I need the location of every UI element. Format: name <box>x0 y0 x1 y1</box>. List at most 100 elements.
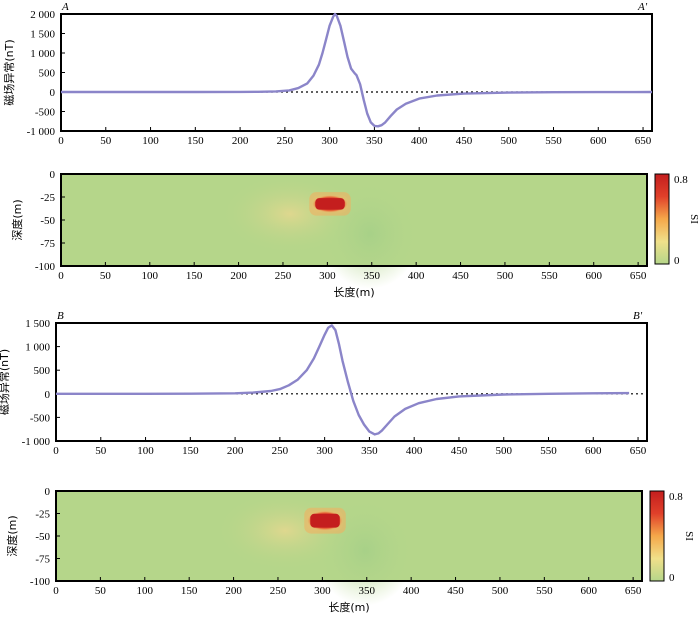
x-tick-label: 400 <box>403 585 420 597</box>
y-tick-label: -500 <box>35 107 56 119</box>
x-tick-label: 50 <box>95 445 107 457</box>
y-tick-label: -100 <box>30 576 51 588</box>
x-tick-label: 300 <box>319 270 336 282</box>
x-tick-label: 250 <box>277 135 294 147</box>
y-axis-label: 磁场异常(nT) <box>2 39 16 105</box>
x-tick-label: 400 <box>411 135 428 147</box>
x-tick-label: 500 <box>495 445 512 457</box>
x-tick-label: 600 <box>590 135 607 147</box>
x-tick-label: 400 <box>406 445 423 457</box>
colorbar-min-label: 0 <box>669 572 675 584</box>
plot-frame <box>55 322 648 442</box>
x-tick-label: 150 <box>187 135 204 147</box>
y-tick-label: 0 <box>45 486 51 498</box>
x-tick-label: 200 <box>225 585 242 597</box>
y-axis-label: 磁场异常(nT) <box>0 349 11 415</box>
y-tick-label: -75 <box>35 554 50 566</box>
y-tick-label: -75 <box>40 238 55 250</box>
x-tick-label: 550 <box>540 445 557 457</box>
x-tick-label: 400 <box>408 270 425 282</box>
x-tick-label: 0 <box>53 585 59 597</box>
colorbar-min-label: 0 <box>674 255 680 267</box>
x-tick-label: 300 <box>316 445 333 457</box>
x-tick-label: 450 <box>447 585 464 597</box>
x-tick-label: 500 <box>500 135 517 147</box>
x-tick-label: 100 <box>142 135 159 147</box>
x-tick-label: 350 <box>359 585 376 597</box>
x-tick-label: 50 <box>100 270 112 282</box>
y-axis-label: 深度(m) <box>5 515 19 556</box>
x-tick-label: 150 <box>181 585 198 597</box>
x-tick-label: 450 <box>452 270 469 282</box>
y-tick-label: 1 000 <box>30 48 55 60</box>
section-end-label: B' <box>633 310 643 322</box>
x-tick-label: 100 <box>137 445 154 457</box>
chart-3: 0 50 100 150 200 250 300 350 400 450 500 550 600 650 0… <box>5 486 695 614</box>
x-tick-label: 200 <box>227 445 244 457</box>
chart-0: 0 50 100 150 200 250 300 350 400 450 500 550 600 650 2… <box>2 1 653 147</box>
x-tick-label: 150 <box>182 445 199 457</box>
y-tick-label: -500 <box>30 412 51 424</box>
y-tick-label: 0 <box>50 87 56 99</box>
x-tick-label: 350 <box>364 270 381 282</box>
y-tick-label: -25 <box>40 192 55 204</box>
x-tick-label: 600 <box>585 270 602 282</box>
x-tick-label: 600 <box>585 445 602 457</box>
x-tick-label: 100 <box>137 585 154 597</box>
y-tick-label: -50 <box>35 531 50 543</box>
x-tick-label: 450 <box>456 135 473 147</box>
y-axis-label: 深度(m) <box>10 199 24 240</box>
chart-2: 0 50 100 150 200 250 300 350 400 450 500 550 600 650 1… <box>0 310 648 457</box>
x-tick-label: 250 <box>270 585 287 597</box>
y-tick-label: -50 <box>40 215 55 227</box>
anomaly-curve <box>56 324 630 436</box>
y-tick-label: 500 <box>39 68 56 80</box>
y-tick-label: 500 <box>34 365 51 377</box>
y-tick-label: 0 <box>45 389 51 401</box>
colorbar-max-label: 0.8 <box>669 491 683 503</box>
x-tick-label: 50 <box>95 585 107 597</box>
x-tick-label: 650 <box>625 585 642 597</box>
colorbar <box>649 490 665 582</box>
colorbar-max-label: 0.8 <box>674 174 688 186</box>
x-tick-label: 500 <box>497 270 514 282</box>
x-tick-label: 200 <box>230 270 247 282</box>
section-start-label: B <box>57 310 64 322</box>
y-tick-label: 1 000 <box>25 342 50 354</box>
x-tick-label: 450 <box>451 445 468 457</box>
x-tick-label: 550 <box>536 585 553 597</box>
x-tick-label: 0 <box>53 445 59 457</box>
plot-frame <box>60 13 653 132</box>
x-tick-label: 650 <box>635 135 652 147</box>
x-tick-label: 500 <box>492 585 509 597</box>
x-tick-label: 350 <box>366 135 383 147</box>
y-tick-label: -100 <box>35 261 56 273</box>
y-tick-label: 1 500 <box>30 29 55 41</box>
anomaly-curve <box>61 12 653 128</box>
x-tick-label: 350 <box>361 445 378 457</box>
y-tick-label: -1 000 <box>22 436 51 448</box>
x-tick-label: 100 <box>142 270 159 282</box>
x-axis-label: 长度(m) <box>333 285 374 299</box>
x-tick-label: 550 <box>545 135 562 147</box>
x-tick-label: 650 <box>630 445 647 457</box>
y-tick-label: -25 <box>35 509 50 521</box>
x-tick-label: 300 <box>314 585 331 597</box>
colorbar-title: SI <box>688 214 700 224</box>
y-tick-label: -1 000 <box>27 126 56 138</box>
anomaly-core <box>315 198 345 210</box>
x-axis-label: 长度(m) <box>328 600 369 614</box>
x-tick-label: 250 <box>275 270 292 282</box>
x-tick-label: 50 <box>100 135 112 147</box>
x-tick-label: 300 <box>321 135 338 147</box>
x-tick-label: 0 <box>58 135 64 147</box>
colorbar-title: SI <box>683 531 695 541</box>
section-start-label: A <box>61 1 69 13</box>
section-end-label: A' <box>637 1 648 13</box>
y-tick-label: 1 500 <box>25 318 50 330</box>
x-tick-label: 600 <box>580 585 597 597</box>
x-tick-label: 250 <box>272 445 289 457</box>
chart-1: 0 50 100 150 200 250 300 350 400 450 500 550 600 650 0… <box>10 169 700 299</box>
y-tick-label: 0 <box>50 169 56 181</box>
